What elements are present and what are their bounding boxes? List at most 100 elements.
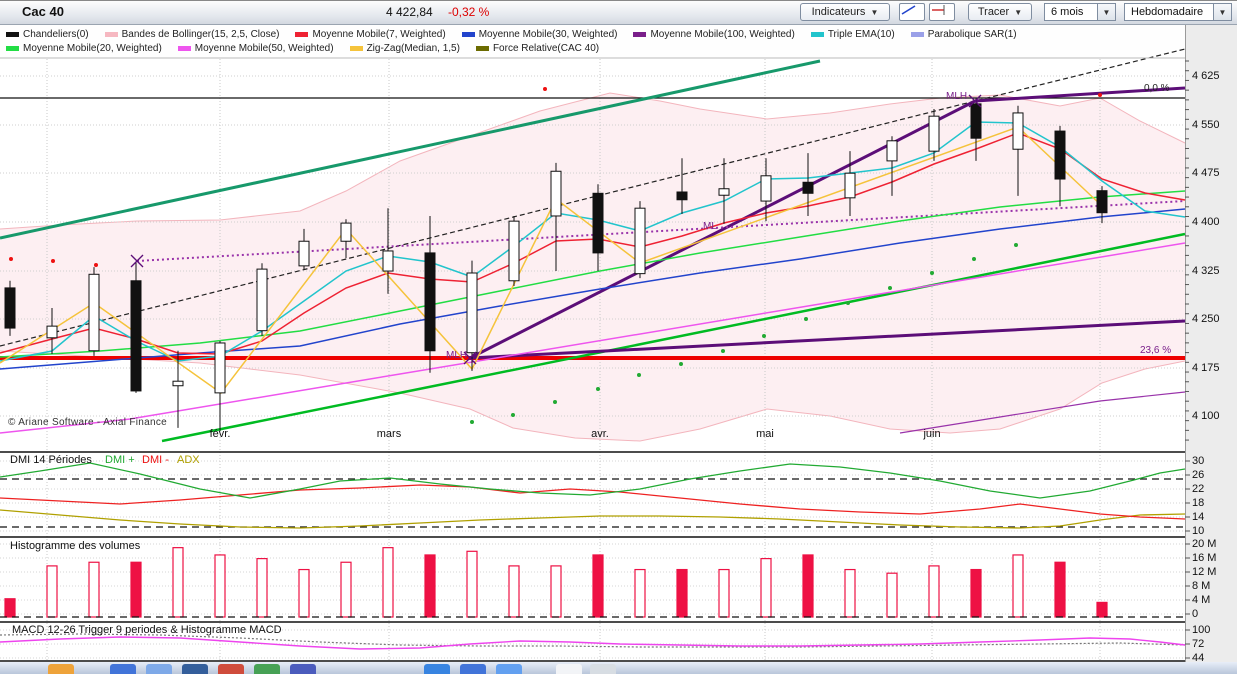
explorer-icon[interactable] xyxy=(496,664,522,674)
month-axis-label: mai xyxy=(756,428,774,440)
legend-row-1: Chandeliers(0) Bandes de Bollinger(15, 2,… xyxy=(6,27,1185,41)
legend-swatch-icon xyxy=(6,45,19,51)
macd-axis-label: 100 xyxy=(1192,624,1211,636)
dmi-axis-label: 22 xyxy=(1192,483,1205,495)
legend-swatch-icon xyxy=(104,31,118,37)
chevron-down-icon[interactable]: ▼ xyxy=(1097,4,1115,20)
legend-item: Moyenne Mobile(7, Weighted) xyxy=(295,28,446,40)
period-value: 6 mois xyxy=(1051,6,1084,18)
volume-axis-label: 12 M xyxy=(1192,566,1217,578)
windows-taskbar[interactable] xyxy=(0,662,1237,674)
macd-axis-label: 72 xyxy=(1192,638,1205,650)
legend-item: Parabolique SAR(1) xyxy=(910,28,1017,40)
dmi-plus-label: DMI + xyxy=(105,454,135,466)
legend-swatch-icon xyxy=(810,31,824,37)
fib-236-label: 23,6 % xyxy=(1140,345,1172,356)
powerpoint-icon[interactable] xyxy=(218,664,244,674)
month-axis-label: févr. xyxy=(209,428,231,440)
browser-icon[interactable] xyxy=(424,664,450,674)
month-axis-label: mars xyxy=(376,428,402,440)
trendline-icon xyxy=(901,5,916,15)
price-axis-label: 4 475 xyxy=(1192,167,1220,179)
timeframe-select[interactable]: Hebdomadaire ▼ xyxy=(1124,3,1232,21)
chevron-down-icon: ▼ xyxy=(1014,7,1023,17)
pitchfork-mlh-top-label: MLH xyxy=(946,91,968,102)
dmi-minus-label: DMI - xyxy=(142,454,169,466)
legend-label: Zig-Zag(Median, 1,5) xyxy=(366,42,460,54)
price-axis-label: 4 175 xyxy=(1192,362,1220,374)
legend-label: Parabolique SAR(1) xyxy=(927,28,1017,40)
legend-label: Moyenne Mobile(30, Weighted) xyxy=(478,28,618,40)
volume-axis-label: 4 M xyxy=(1192,594,1211,606)
macd-panel-title: MACD 12-26 Trigger 9 periodes & Histogra… xyxy=(12,624,282,636)
window-icon[interactable] xyxy=(556,664,582,674)
dmi-panel-title: DMI 14 Périodes xyxy=(10,454,92,466)
pitchfork-ml-label: ML xyxy=(703,221,717,232)
word-icon[interactable] xyxy=(182,664,208,674)
legend-swatch-icon xyxy=(910,31,924,37)
legend-label: Triple EMA(10) xyxy=(827,28,895,40)
month-axis-label: juin xyxy=(923,428,941,440)
legend-item: Moyenne Mobile(50, Weighted) xyxy=(177,42,334,54)
dmi-axis-label: 14 xyxy=(1192,511,1205,523)
legend-label: Moyenne Mobile(20, Weighted) xyxy=(23,42,162,54)
tracer-button[interactable]: Tracer ▼ xyxy=(968,3,1032,21)
volume-panel-title: Histogramme des volumes xyxy=(10,540,141,552)
legend-swatch-icon xyxy=(6,31,19,37)
volume-axis-label: 20 M xyxy=(1192,538,1217,550)
legend-label: Moyenne Mobile(50, Weighted) xyxy=(194,42,334,54)
app-lightblue-icon[interactable] xyxy=(146,664,172,674)
adx-label: ADX xyxy=(177,454,200,466)
folder-icon[interactable] xyxy=(48,664,74,674)
app-blue-icon[interactable] xyxy=(110,664,136,674)
price-axis-label: 4 325 xyxy=(1192,265,1220,277)
excel-icon[interactable] xyxy=(254,664,280,674)
volume-axis-label: 8 M xyxy=(1192,580,1211,592)
macd-axis-label: 44 xyxy=(1192,652,1205,664)
window2-icon[interactable] xyxy=(590,664,616,674)
legend-item: Zig-Zag(Median, 1,5) xyxy=(349,42,460,54)
fib-0-label: 0,0 % xyxy=(1144,83,1170,94)
legend-swatch-icon xyxy=(177,45,191,51)
price-axis-gutter xyxy=(1185,25,1237,662)
dmi-axis-label: 10 xyxy=(1192,525,1205,537)
legend-item: Chandeliers(0) xyxy=(6,29,89,40)
price-change: -0,32 % xyxy=(448,5,490,19)
legend-label: Chandeliers(0) xyxy=(23,28,89,40)
horizontal-line-tool-button[interactable] xyxy=(929,3,955,21)
tracer-label: Tracer xyxy=(977,6,1010,18)
horizontal-line-icon xyxy=(932,5,945,15)
legend-item: Force Relative(CAC 40) xyxy=(475,42,600,54)
legend-label: Bandes de Bollinger(15, 2,5, Close) xyxy=(121,28,280,40)
indicateurs-button[interactable]: Indicateurs ▼ xyxy=(800,3,890,21)
chevron-down-icon[interactable]: ▼ xyxy=(1213,4,1231,20)
legend-label: Moyenne Mobile(100, Weighted) xyxy=(650,28,795,40)
price-axis-label: 4 550 xyxy=(1192,119,1220,131)
legend-item: Triple EMA(10) xyxy=(810,28,895,40)
indicateurs-label: Indicateurs xyxy=(811,6,866,18)
copyright-watermark: © Ariane Software - Axial Finance xyxy=(8,417,168,428)
price-axis-label: 4 250 xyxy=(1192,313,1220,325)
legend-label: Moyenne Mobile(7, Weighted) xyxy=(312,28,446,40)
app-blue2-icon[interactable] xyxy=(460,664,486,674)
last-price: 4 422,84 xyxy=(386,5,433,19)
dmi-axis-label: 26 xyxy=(1192,469,1205,481)
period-select[interactable]: 6 mois ▼ xyxy=(1044,3,1116,21)
legend-swatch-icon xyxy=(475,45,489,51)
app-navy-icon[interactable] xyxy=(290,664,316,674)
price-axis-label: 4 625 xyxy=(1192,70,1220,82)
legend-item: Moyenne Mobile(100, Weighted) xyxy=(633,28,795,40)
legend-label: Force Relative(CAC 40) xyxy=(492,42,600,54)
legend-item: Bandes de Bollinger(15, 2,5, Close) xyxy=(104,28,280,40)
price-axis-label: 4 400 xyxy=(1192,216,1220,228)
instrument-title: Cac 40 xyxy=(22,4,64,19)
indicator-legend: Chandeliers(0) Bandes de Bollinger(15, 2,… xyxy=(0,25,1185,58)
trendline-tool-button[interactable] xyxy=(899,3,925,21)
dmi-axis-label: 18 xyxy=(1192,497,1205,509)
dmi-axis-label: 30 xyxy=(1192,455,1205,467)
legend-item: Moyenne Mobile(30, Weighted) xyxy=(461,28,618,40)
chevron-down-icon: ▼ xyxy=(870,7,879,17)
legend-swatch-icon xyxy=(295,31,309,37)
